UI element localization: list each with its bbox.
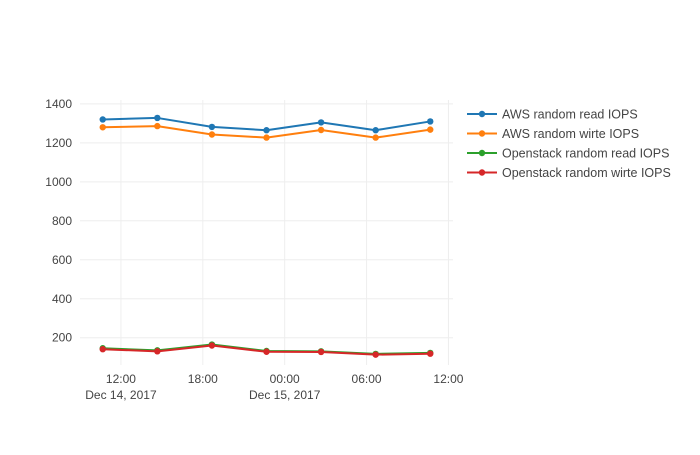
x-tick-date-label: Dec 14, 2017 bbox=[85, 388, 157, 402]
data-point[interactable] bbox=[154, 114, 161, 122]
data-point[interactable] bbox=[317, 126, 325, 134]
data-point[interactable] bbox=[317, 348, 325, 356]
x-tick-date-label: Dec 15, 2017 bbox=[249, 388, 321, 402]
legend-swatch-marker bbox=[478, 130, 486, 137]
y-tick-label: 1000 bbox=[45, 175, 72, 189]
legend-item[interactable]: Openstack random read IOPS bbox=[467, 147, 669, 161]
y-tick-label: 600 bbox=[52, 253, 72, 267]
legend: AWS random read IOPS AWS random wirte IOP… bbox=[467, 108, 671, 180]
series-2 bbox=[99, 122, 434, 141]
data-point[interactable] bbox=[263, 127, 270, 134]
legend-item[interactable]: AWS random read IOPS bbox=[467, 108, 638, 122]
data-point[interactable] bbox=[372, 351, 379, 358]
x-tick-label: 06:00 bbox=[352, 372, 382, 386]
data-point[interactable] bbox=[99, 346, 106, 353]
y-tick-label: 1200 bbox=[45, 136, 72, 150]
legend-label: Openstack random read IOPS bbox=[502, 147, 669, 161]
y-axis-ticks: 200 400 600 800 1000 1200 1400 bbox=[45, 97, 72, 345]
legend-swatch-marker bbox=[478, 169, 486, 176]
data-point[interactable] bbox=[208, 131, 216, 138]
data-point[interactable] bbox=[208, 342, 216, 349]
data-point[interactable] bbox=[154, 122, 161, 130]
x-tick-label: 00:00 bbox=[270, 372, 300, 386]
legend-swatch-marker bbox=[478, 110, 486, 118]
series-1 bbox=[99, 114, 434, 134]
data-point[interactable] bbox=[427, 126, 434, 133]
data-point[interactable] bbox=[263, 348, 270, 355]
data-point[interactable] bbox=[372, 134, 379, 141]
data-point[interactable] bbox=[208, 123, 216, 131]
data-point[interactable] bbox=[154, 348, 161, 355]
legend-item[interactable]: Openstack random wirte IOPS bbox=[467, 166, 671, 180]
series-4 bbox=[99, 342, 434, 358]
legend-swatch-marker bbox=[478, 149, 486, 157]
y-tick-label: 200 bbox=[52, 331, 72, 345]
data-point[interactable] bbox=[427, 118, 434, 125]
y-tick-label: 400 bbox=[52, 292, 72, 306]
data-point[interactable] bbox=[427, 350, 434, 357]
data-point[interactable] bbox=[99, 124, 106, 131]
legend-label: AWS random read IOPS bbox=[502, 108, 638, 122]
y-tick-label: 1400 bbox=[45, 97, 72, 111]
data-point[interactable] bbox=[99, 116, 106, 123]
legend-label: Openstack random wirte IOPS bbox=[502, 166, 671, 180]
legend-label: AWS random wirte IOPS bbox=[502, 127, 639, 141]
data-point[interactable] bbox=[372, 127, 379, 134]
y-tick-label: 800 bbox=[52, 214, 72, 228]
grid bbox=[80, 100, 453, 365]
x-tick-label: 12:00 bbox=[433, 372, 463, 386]
legend-item[interactable]: AWS random wirte IOPS bbox=[467, 127, 639, 141]
data-point[interactable] bbox=[263, 134, 270, 141]
data-point[interactable] bbox=[317, 119, 325, 126]
series-lines bbox=[99, 114, 434, 358]
x-axis-ticks: 12:00 Dec 14, 2017 18:00 00:00 Dec 15, 2017 0… bbox=[85, 372, 464, 402]
x-tick-label: 18:00 bbox=[188, 372, 218, 386]
x-tick-label: 12:00 bbox=[106, 372, 136, 386]
